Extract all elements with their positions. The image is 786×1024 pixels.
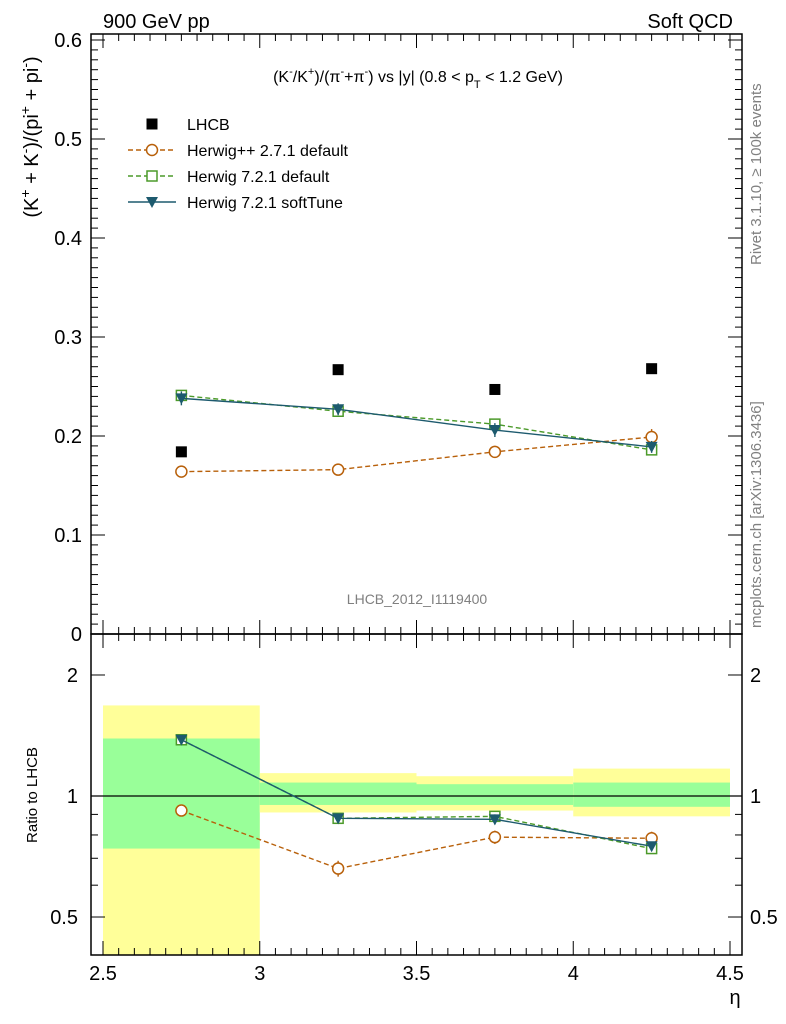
legend-label-herwig-2-7-1-default: Herwig++ 2.7.1 default [187, 143, 349, 160]
main-point-herwig-2-7-1-default [645, 430, 658, 444]
ratio-point-herwig-2-7-1-default [488, 830, 502, 844]
ratio-band-inner [416, 784, 574, 805]
main-point-herwig-7-2-1-softtune [332, 404, 345, 416]
legend-label-lhcb: LHCB [187, 117, 230, 134]
x-tick-label: 4.5 [716, 963, 744, 985]
analysis-tag: LHCB_2012_I1119400 [347, 591, 488, 607]
ratio-point-herwig-7-2-1-softtune [332, 813, 345, 825]
ratio-band-inner [259, 782, 417, 805]
main-y-axis-label: (K+ + K-)/(pi+ + pi-) [17, 56, 43, 217]
ratio-point-herwig-7-2-1-softtune [488, 814, 501, 826]
main-y-tick-label: 0.5 [54, 129, 82, 151]
main-y-tick-label: 0 [71, 624, 82, 646]
ratio-band-inner [573, 782, 730, 807]
ratio-point-herwig-2-7-1-default [331, 862, 345, 875]
x-tick-label: 3 [254, 963, 265, 985]
legend: LHCB Herwig++ 2.7.1 default Herwig 7.2.1 d… [128, 117, 349, 212]
main-point-lhcb [646, 363, 658, 375]
main-point-herwig-2-7-1-default [175, 465, 188, 478]
main-point-herwig-2-7-1-default [331, 463, 345, 476]
mcplots-label: mcplots.cern.ch [arXiv:1306.3436] [748, 401, 765, 628]
main-y-tick-label: 0.2 [54, 426, 82, 448]
main-point-lhcb [175, 446, 187, 458]
rivet-version-label: Rivet 3.1.10, ≥ 100k events [748, 83, 765, 265]
legend-marker-lhcb [146, 118, 158, 130]
main-point-herwig-2-7-1-default [488, 445, 502, 459]
ratio-y-tick-label-right: 2 [750, 665, 761, 687]
main-y-tick-label: 0.6 [54, 30, 82, 52]
ratio-point-herwig-2-7-1-default [175, 804, 188, 817]
ratio-y-axis-label: Ratio to LHCB [24, 747, 41, 843]
legend-marker-herwig-7-2-1-default [146, 170, 158, 182]
ratio-y-tick-label: 1 [67, 786, 78, 808]
ratio-line-herwig-7-2-1-softtune [181, 739, 652, 847]
main-y-tick-label: 0.4 [54, 228, 82, 250]
legend-marker-herwig-2-7-1-default [145, 143, 159, 157]
main-line-herwig-7-2-1-default [181, 394, 652, 451]
main-point-herwig-7-2-1-softtune [175, 393, 188, 405]
ratio-y-tick-label: 2 [67, 665, 78, 687]
legend-label-herwig-7-2-1-softtune: Herwig 7.2.1 softTune [187, 195, 343, 212]
ratio-y-tick-label: 0.5 [50, 907, 78, 929]
ratio-y-tick-label-right: 1 [750, 786, 761, 808]
main-y-tick-label: 0.3 [54, 327, 82, 349]
main-point-lhcb [332, 364, 344, 376]
ratio-plot-area: 2.5 3 3.5 4 4.5 0.5 0.5 1 1 2 2 [50, 633, 778, 985]
main-line-herwig-7-2-1-softtune [181, 397, 652, 448]
ratio-line-herwig-2-7-1-default [181, 809, 652, 870]
ratio-band-inner [103, 738, 260, 849]
legend-label-herwig-7-2-1-default: Herwig 7.2.1 default [187, 169, 330, 186]
ratio-y-tick-label-right: 0.5 [750, 907, 778, 929]
x-tick-label: 4 [568, 963, 579, 985]
main-plot-title: (K-/K+)/(π-+π-) vs |y| (0.8 < pT < 1.2 G… [273, 66, 563, 91]
main-point-herwig-7-2-1-softtune [488, 425, 501, 437]
main-point-herwig-7-2-1-softtune [645, 441, 658, 453]
ratio-point-herwig-7-2-1-softtune [175, 734, 188, 746]
main-line-herwig-2-7-1-default [181, 436, 652, 473]
main-point-lhcb [489, 383, 501, 395]
main-plot-area: 0 0.1 0.2 0.3 0.4 0.5 0.6 [54, 30, 743, 646]
x-axis-label: η [729, 987, 740, 1009]
ratio-point-herwig-7-2-1-softtune [645, 841, 658, 853]
legend-marker-herwig-7-2-1-softtune [146, 197, 158, 208]
main-y-tick-label: 0.1 [54, 525, 82, 547]
header-left-label: 900 GeV pp [103, 11, 210, 33]
header-right-label: Soft QCD [647, 11, 733, 33]
x-tick-label: 3.5 [403, 963, 431, 985]
x-tick-label: 2.5 [89, 963, 117, 985]
